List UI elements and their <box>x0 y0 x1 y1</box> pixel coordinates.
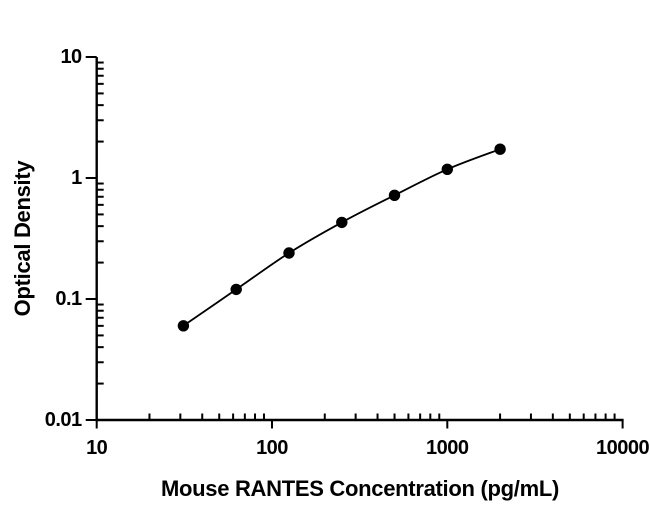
data-point <box>388 189 401 201</box>
x-axis-title: Mouse RANTES Concentration (pg/mL) <box>160 476 559 501</box>
x-tick-label: 10000 <box>596 437 650 459</box>
x-tick-label: 1000 <box>426 437 469 459</box>
y-axis-title: Optical Density <box>10 160 35 317</box>
x-tick-label: 10 <box>86 437 108 459</box>
data-point <box>441 163 453 175</box>
y-tick-label: 1 <box>71 167 82 189</box>
data-point <box>230 283 242 296</box>
y-tick-label: 0.1 <box>55 288 82 310</box>
y-tick-label: 10 <box>60 46 82 68</box>
data-point <box>494 143 506 155</box>
x-tick-label: 100 <box>256 437 288 459</box>
series-line-standard-curve <box>182 148 501 327</box>
data-point <box>283 247 295 259</box>
data-point <box>177 320 190 332</box>
data-point <box>336 216 348 229</box>
y-tick-label: 0.01 <box>44 409 82 431</box>
